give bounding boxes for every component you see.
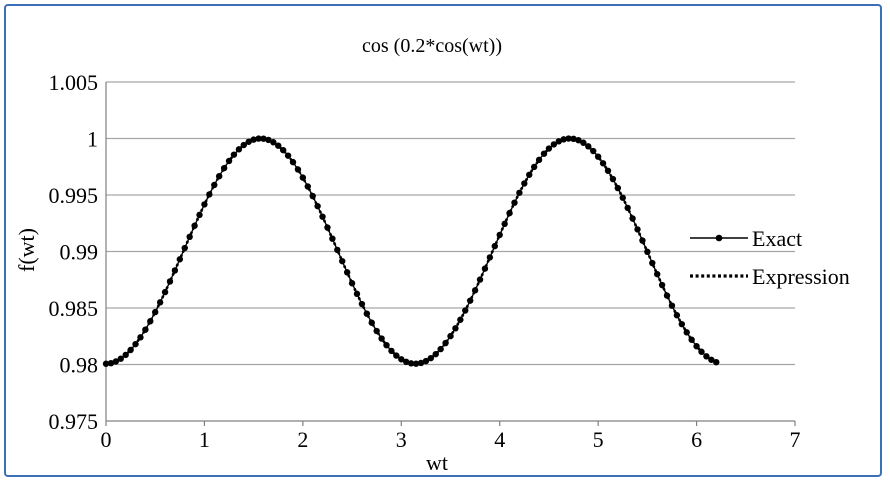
y-tick-labels: 0.975 0.98 0.985 0.99 0.995 1 1.005 — [49, 70, 99, 434]
legend-expression-label: Expression — [752, 264, 850, 289]
series-layer — [102, 135, 720, 367]
chart-frame — [4, 4, 882, 477]
y-tick-label: 0.995 — [49, 183, 99, 208]
legend: Exact Expression — [690, 226, 850, 289]
x-tick-labels: 0 1 2 3 4 5 6 7 — [101, 427, 801, 452]
x-tick-label: 2 — [297, 427, 308, 452]
x-tick-label: 4 — [494, 427, 505, 452]
x-tick-label: 6 — [691, 427, 702, 452]
x-tick-label: 0 — [101, 427, 112, 452]
x-axis-label: wt — [426, 450, 448, 475]
series-expression-line — [105, 137, 717, 366]
y-tick-label: 0.99 — [60, 240, 99, 265]
y-tick-label: 0.975 — [49, 409, 99, 434]
y-tick-label: 1 — [87, 127, 98, 152]
legend-exact-marker — [715, 234, 723, 242]
x-tick-label: 1 — [199, 427, 210, 452]
y-tick-label: 1.005 — [49, 70, 99, 95]
x-tick-label: 7 — [790, 427, 801, 452]
x-tick-label: 3 — [396, 427, 407, 452]
chart-title: cos (0.2*cos(wt)) — [362, 35, 502, 57]
legend-exact-label: Exact — [752, 226, 802, 251]
y-tick-label: 0.985 — [49, 296, 99, 321]
y-tick-label: 0.98 — [60, 353, 99, 378]
y-axis-label: f(wt) — [14, 228, 39, 272]
x-tick-label: 5 — [593, 427, 604, 452]
axes-layer — [105, 82, 796, 426]
grid-layer — [106, 81, 795, 366]
